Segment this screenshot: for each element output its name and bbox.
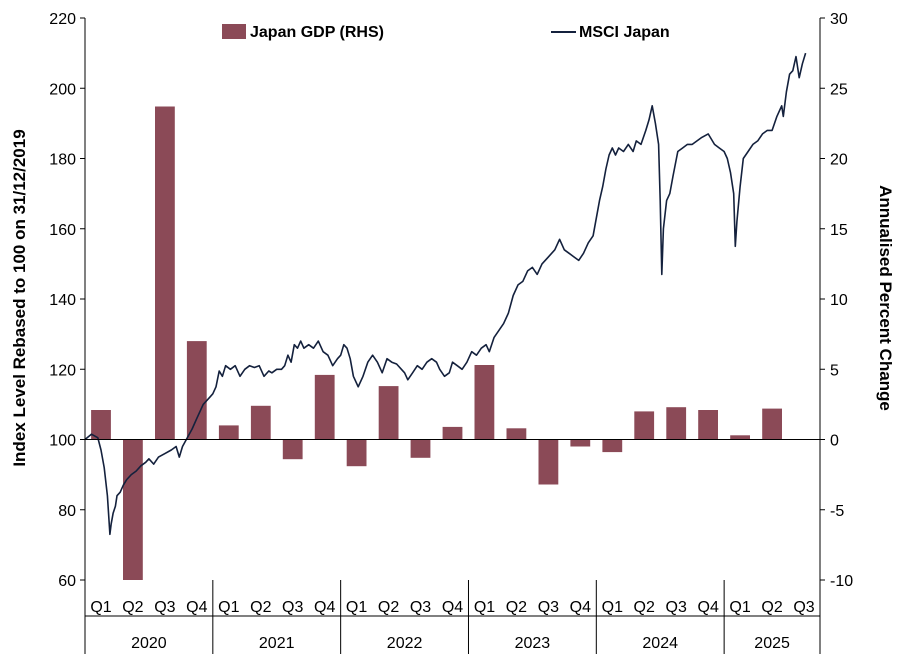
quarter-label: Q4 [314,599,335,616]
quarter-label: Q1 [474,599,495,616]
quarter-label: Q1 [729,599,750,616]
left-tick-label: 160 [49,222,76,239]
gdp-bar-2021 Q1 [218,425,239,440]
right-tick-label: 25 [830,81,848,98]
quarter-label: Q3 [666,599,687,616]
quarter-label: Q3 [410,599,431,616]
gdp-bar-2021 Q3 [282,439,303,460]
year-label: 2023 [515,635,551,652]
right-tick-label: 5 [830,362,839,379]
gdp-bar-2020 Q1 [91,410,111,440]
left-tick-label: 120 [49,362,76,379]
gdp-bar-2024 Q4 [698,410,718,440]
quarter-label: Q2 [378,599,399,616]
quarter-label: Q4 [186,599,207,616]
quarter-label: Q4 [570,599,591,616]
quarter-label: Q2 [250,599,271,616]
right-tick-label: -10 [830,573,853,590]
gdp-bar-2023 Q1 [474,365,495,440]
gdp-bar-2022 Q3 [410,439,431,458]
quarter-label: Q4 [698,599,719,616]
gdp-bar-2023 Q3 [538,439,559,485]
right-tick-label: 15 [830,222,848,239]
gdp-bar-2025 Q2 [762,408,782,440]
quarter-label: Q3 [154,599,175,616]
quarter-label: Q2 [122,599,143,616]
gdp-bar-2024 Q2 [634,411,655,440]
gdp-bar-2021 Q4 [314,374,335,440]
right-tick-label: -5 [830,503,844,520]
year-label: 2022 [387,635,423,652]
gdp-bar-2022 Q4 [442,426,463,440]
quarter-label: Q1 [602,599,623,616]
x-axis-labels: Q1 Q2 Q3 Q4 Q1 Q2 Q3 Q4 Q1 Q2 Q3 Q4 Q1 Q2 Q3 Q4 Q1 Q2 Q3 Q4… [90,580,815,654]
quarter-label: Q3 [793,599,814,616]
left-tick-label: 60 [58,573,76,590]
year-label: 2020 [131,635,167,652]
right-tick-label: 20 [830,152,848,169]
msci-japan-line [84,52,807,536]
quarter-label: Q1 [346,599,367,616]
quarter-label: Q2 [506,599,527,616]
legend: Japan GDP (RHS) MSCI Japan [222,24,670,41]
quarter-label: Q2 [761,599,782,616]
legend-gdp-swatch [222,24,246,39]
right-axis-ticks: -10 -5 0 5 10 15 20 25 30 [820,11,853,590]
left-tick-label: 180 [49,152,76,169]
year-label: 2021 [259,635,295,652]
quarter-label: Q1 [90,599,111,616]
gdp-bar-2023 Q4 [570,439,591,447]
gdp-bar-2022 Q2 [378,386,399,440]
left-tick-label: 80 [58,503,76,520]
year-label: 2025 [754,635,790,652]
gdp-bar-2025 Q1 [730,435,750,440]
quarter-label: Q4 [442,599,463,616]
right-tick-label: 30 [830,11,848,28]
left-tick-label: 140 [49,292,76,309]
legend-gdp-label: Japan GDP (RHS) [250,24,384,41]
left-tick-label: 220 [49,11,76,28]
left-axis-label: Index Level Rebased to 100 on 31/12/2019 [10,129,29,466]
quarter-label: Q2 [634,599,655,616]
right-tick-label: 10 [830,292,848,309]
gdp-bar-2021 Q2 [250,405,271,440]
gdp-bar-2022 Q1 [346,439,367,467]
left-axis-ticks: 60 80 100 120 140 160 180 200 220 [49,11,85,590]
year-label: 2024 [642,635,678,652]
quarter-label: Q3 [282,599,303,616]
gdp-bar-2020 Q4 [186,341,207,440]
axes [84,18,821,654]
gdp-bar-2020 Q3 [155,106,175,440]
left-tick-label: 200 [49,81,76,98]
quarter-label: Q3 [538,599,559,616]
gdp-bar-2020 Q2 [123,439,143,580]
legend-msci-label: MSCI Japan [579,24,670,41]
quarter-label: Q1 [218,599,239,616]
gdp-bar-2024 Q3 [666,407,687,440]
gdp-bars [91,106,782,580]
gdp-bar-2024 Q1 [602,439,623,453]
gdp-bar-2023 Q2 [506,428,527,440]
left-tick-label: 100 [49,433,76,450]
right-tick-label: 0 [830,433,839,450]
right-axis-label: Annualised Percent Change [876,185,895,411]
